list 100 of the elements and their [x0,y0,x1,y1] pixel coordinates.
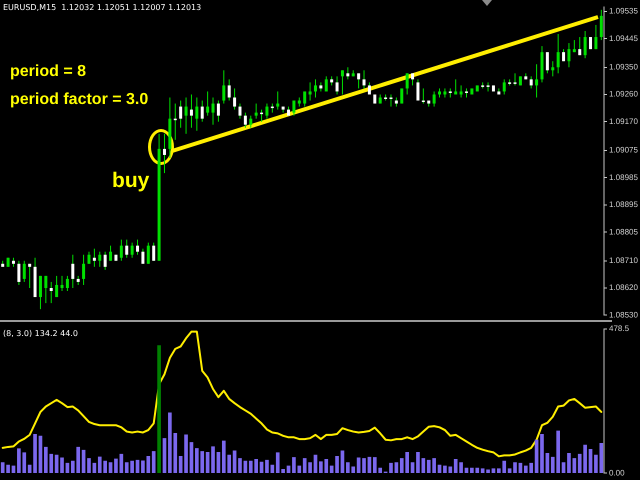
candlestick [136,239,140,256]
candlestick [530,76,533,89]
candlestick [152,242,156,262]
bar [200,451,204,474]
bar [378,468,382,474]
candlestick [212,97,215,126]
candlestick [422,88,425,104]
candlestick [87,251,90,264]
candlestick [411,72,414,86]
candlestick [584,30,587,59]
annotation: period = 8 [10,63,86,80]
chart-subtitle: (8, 3.0) 134.2 44.0 [3,329,78,338]
y-tick-label: 1.08530 [609,310,638,320]
candlestick [17,260,20,286]
candlestick [55,275,58,298]
candlestick [125,239,128,258]
candlestick [567,42,570,68]
candlestick [184,97,188,134]
candlestick [22,260,26,282]
candlestick [389,94,392,108]
candlestick [104,251,107,270]
bar [324,458,328,474]
bar [152,451,156,474]
candlestick [71,254,74,288]
candlestick [314,78,317,98]
candlestick [368,82,371,95]
candlestick [276,90,280,110]
candlestick [190,94,193,128]
candlestick [394,97,398,108]
candlestick [249,115,252,128]
candlestick [146,242,150,264]
y-tick-label: 1.08895 [609,200,638,210]
candlestick [44,275,48,304]
candlestick [200,100,204,122]
candlestick [514,72,517,86]
candlestick [12,257,15,268]
candlestick [546,52,549,74]
candlestick [60,275,64,292]
candlestick [206,90,210,116]
candlestick [98,251,102,268]
candlestick [324,76,328,92]
bar [524,466,528,474]
candlestick [174,103,177,140]
candlestick [238,103,242,120]
y-tick-label: 1.08620 [609,283,638,292]
candlestick [464,88,468,98]
candlestick [92,248,96,268]
candlestick [562,48,566,62]
candlestick [222,70,226,104]
bar [578,454,582,474]
candlestick [336,76,339,95]
bar [0,462,5,474]
y-tick-label: 1.09075 [609,146,638,155]
bar [227,454,232,474]
candlestick [443,88,446,98]
y-tick-label: 478.5 [609,324,630,334]
y-tick-label: 1.09535 [609,6,638,16]
bar [157,345,161,474]
candlestick [265,103,268,120]
candlestick [357,72,360,89]
candlestick [28,263,32,288]
bar [502,460,506,474]
bar [70,460,75,474]
bar [550,456,555,474]
candlestick [303,90,306,108]
candlestick [572,40,576,53]
bar [49,454,54,474]
candlestick [362,70,366,89]
candlestick [179,100,182,128]
candlestick [292,100,296,116]
annotation: buy [112,169,150,192]
candlestick [454,78,458,95]
candlestick [578,36,582,56]
bar [98,456,102,474]
bar [146,456,150,474]
bar [248,460,253,474]
candlestick [416,78,420,102]
bar [448,466,452,474]
candlestick [502,78,506,95]
candlestick [589,36,592,50]
y-tick-label: 1.09260 [609,90,638,99]
bar [124,462,129,474]
candlestick [195,97,198,132]
candlestick [216,100,220,122]
candlestick [438,88,442,98]
y-tick-label: 1.09170 [609,116,638,126]
candlestick [486,82,490,92]
candlestick [244,112,247,128]
bar [475,468,480,474]
candlestick [38,275,42,310]
bar [599,442,604,474]
y-tick-label: 1.08710 [609,256,638,265]
candlestick [109,245,112,262]
bar [529,462,534,474]
bar [276,452,280,474]
candlestick [460,84,463,98]
candlestick [432,90,436,108]
candlestick [448,88,452,98]
candlestick [270,103,274,114]
candlestick [346,66,350,80]
